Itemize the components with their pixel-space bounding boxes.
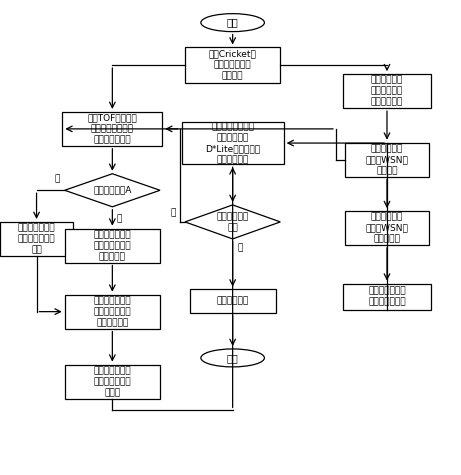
Text: 开始: 开始 <box>227 18 238 28</box>
FancyBboxPatch shape <box>0 222 73 256</box>
Text: 机载节点获取
其相对WSN节
点位置信息: 机载节点获取 其相对WSN节 点位置信息 <box>366 212 408 244</box>
Text: 否: 否 <box>171 208 176 217</box>
FancyBboxPatch shape <box>62 112 162 146</box>
Text: 结束: 结束 <box>227 353 238 363</box>
Text: 是: 是 <box>237 244 242 253</box>
FancyBboxPatch shape <box>65 294 160 329</box>
FancyBboxPatch shape <box>343 284 431 310</box>
Text: 采用最小二乘法
计算出自身位置: 采用最小二乘法 计算出自身位置 <box>368 286 406 306</box>
Ellipse shape <box>201 349 265 367</box>
Text: 将三维全局图进
行二值化形成栅
格地图: 将三维全局图进 行二值化形成栅 格地图 <box>94 366 131 397</box>
Text: 是: 是 <box>55 174 60 183</box>
Text: 部署Cricket节
点，组建无线传
感器网络: 部署Cricket节 点，组建无线传 感器网络 <box>209 49 257 81</box>
FancyBboxPatch shape <box>185 48 280 83</box>
Text: 建立机载节点
与部分WSN节
点间通信: 建立机载节点 与部分WSN节 点间通信 <box>366 144 408 175</box>
Text: 将离散数据进行
插值处理形成全
局连续三维图: 将离散数据进行 插值处理形成全 局连续三维图 <box>94 296 131 327</box>
Polygon shape <box>65 174 160 207</box>
Text: 建立移动机器
人与机载节点
间的数据联系: 建立移动机器 人与机载节点 间的数据联系 <box>371 76 403 107</box>
Text: 能否顺利到达
终点: 能否顺利到达 终点 <box>217 212 249 232</box>
FancyBboxPatch shape <box>345 211 429 245</box>
Text: 根据栅格地图和自
身位置，采用
D*Lite算法计算出
一条最优路径: 根据栅格地图和自 身位置，采用 D*Lite算法计算出 一条最优路径 <box>205 122 260 164</box>
FancyBboxPatch shape <box>343 74 431 108</box>
Text: 否: 否 <box>117 214 122 223</box>
Text: 获得最优路径: 获得最优路径 <box>217 297 249 306</box>
FancyBboxPatch shape <box>345 142 429 177</box>
FancyBboxPatch shape <box>189 289 276 313</box>
Text: 是否小于阈值A: 是否小于阈值A <box>93 186 131 195</box>
FancyBboxPatch shape <box>65 364 160 399</box>
FancyBboxPatch shape <box>182 122 284 164</box>
FancyBboxPatch shape <box>65 228 160 263</box>
Ellipse shape <box>201 14 265 32</box>
Text: 存在障碍物，返
回处理相应数据
信息: 存在障碍物，返 回处理相应数据 信息 <box>18 223 55 255</box>
Text: 该处不存在障碍
物，返回处理相
应数据信息: 该处不存在障碍 物，返回处理相 应数据信息 <box>94 230 131 261</box>
Text: 采用TOF方法测得
传感器节点与障碍
物或地面的距离: 采用TOF方法测得 传感器节点与障碍 物或地面的距离 <box>88 114 137 144</box>
Polygon shape <box>185 205 280 239</box>
